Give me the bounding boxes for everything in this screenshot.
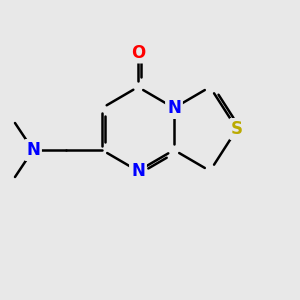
Text: N: N — [131, 162, 145, 180]
Text: O: O — [131, 44, 145, 62]
Text: N: N — [167, 99, 181, 117]
Text: N: N — [26, 141, 40, 159]
Text: S: S — [231, 120, 243, 138]
